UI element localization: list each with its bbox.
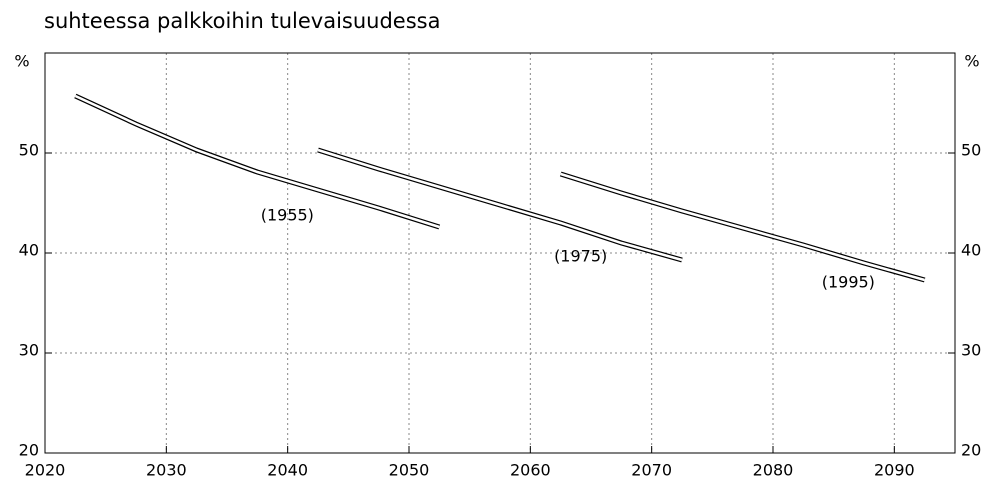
x-tick-label: 2050	[389, 461, 430, 480]
series-line-inner	[560, 172, 926, 282]
x-tick-label: 2080	[753, 461, 794, 480]
x-tick-label: 2030	[146, 461, 187, 480]
y2-tick-label: 30	[961, 341, 981, 360]
y-tick-label: 20	[19, 441, 39, 460]
y-unit-right: %	[964, 52, 979, 71]
chart-title: suhteessa palkkoihin tulevaisuudessa	[44, 9, 440, 33]
series-label: (1995)	[822, 273, 875, 292]
series-line-inner	[74, 94, 440, 229]
series-label: (1955)	[261, 206, 314, 225]
x-tick-label: 2070	[631, 461, 672, 480]
x-tick-label: 2040	[267, 461, 308, 480]
series-line	[74, 93, 441, 230]
series-label: (1975)	[554, 247, 607, 266]
x-tick-label: 2020	[25, 461, 66, 480]
series-line-inner	[317, 148, 683, 262]
x-tick-label: 2090	[874, 461, 915, 480]
y-tick-label: 50	[19, 141, 39, 160]
y-unit-left: %	[14, 52, 29, 71]
y2-tick-label: 50	[961, 141, 981, 160]
x-tick-label: 2060	[510, 461, 551, 480]
y2-tick-label: 20	[961, 441, 981, 460]
y-tick-label: 40	[19, 241, 39, 260]
y2-tick-label: 40	[961, 241, 981, 260]
y-tick-label: 30	[19, 341, 39, 360]
plot-frame	[44, 52, 956, 454]
